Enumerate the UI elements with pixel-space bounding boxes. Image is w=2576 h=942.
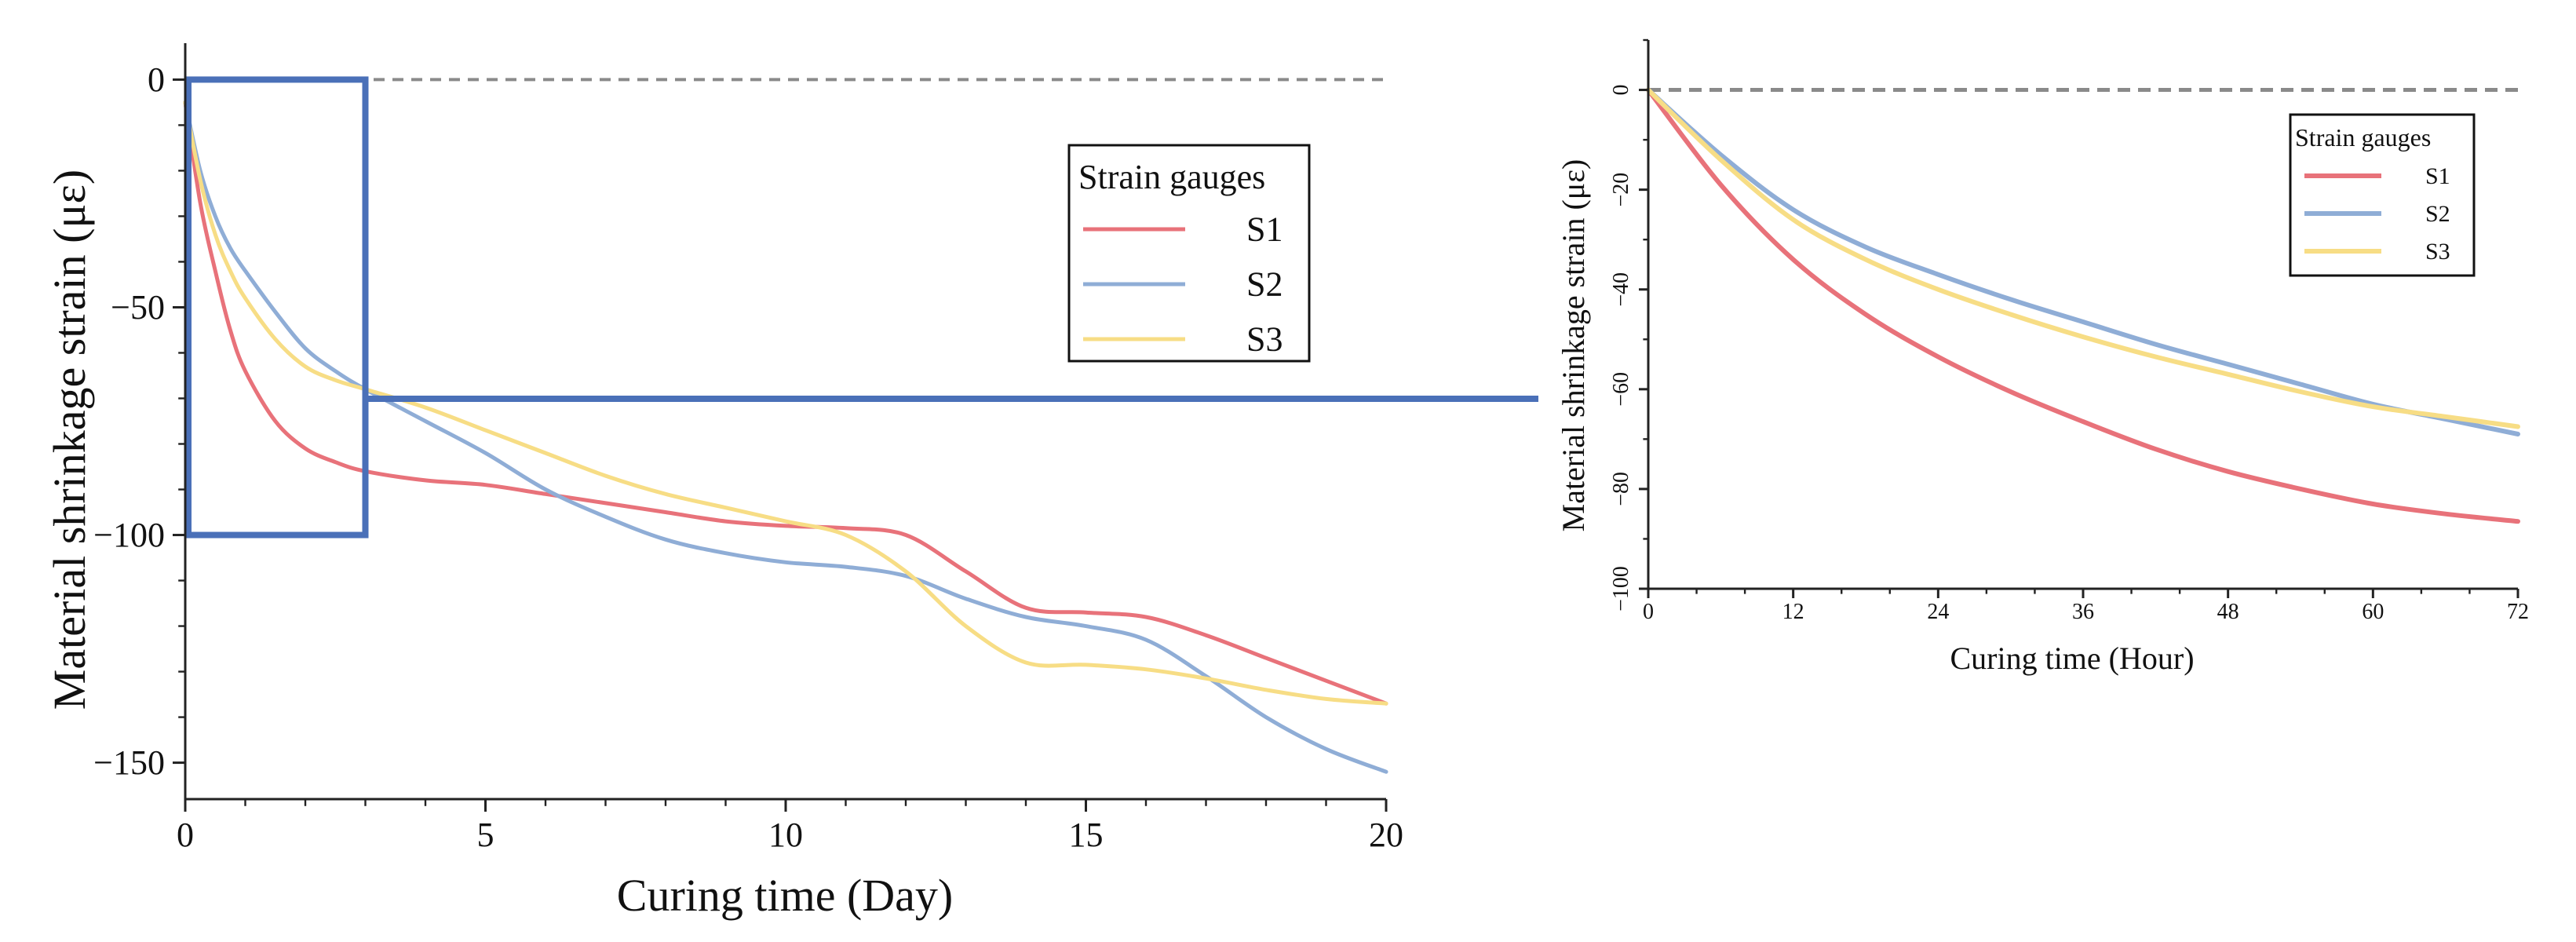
zoom-box	[185, 76, 369, 539]
inset-legend-label-s1: S1	[2425, 163, 2450, 189]
inset-y-axis-label: Material shrinkage strain (με)	[1556, 159, 1591, 532]
main-y-axis-label: Material shrinkage strain (με)	[44, 170, 95, 710]
inset-y-tick-label: −40	[1609, 272, 1633, 307]
main-x-axis-label: Curing time (Day)	[617, 870, 953, 921]
inset-plot-area	[1646, 87, 2520, 524]
main-plot-area	[183, 76, 1388, 774]
inset-x-tick-label: 36	[2072, 600, 2094, 624]
main-chart: 0 5 10 15 20 0 −50 −100 −150 Curing time (Day) M…	[44, 43, 1403, 921]
inset-series-line-s2	[1646, 87, 2520, 436]
inset-series-line-s3	[1646, 87, 2520, 429]
main-series-line-s2	[183, 100, 1388, 774]
inset-x-tick-label: 48	[2217, 600, 2239, 624]
inset-legend-title: Strain gauges	[2295, 123, 2431, 152]
main-series-line-s3	[183, 100, 1388, 706]
main-y-tick-label: 0	[148, 60, 165, 99]
inset-x-tick-label: 60	[2362, 600, 2384, 624]
main-x-tick-label: 0	[177, 816, 194, 854]
inset-x-axis-label: Curing time (Hour)	[1950, 641, 2194, 676]
main-y-tick-label: −50	[111, 288, 165, 327]
main-legend-label-s1: S1	[1246, 210, 1283, 249]
inset-legend-label-s2: S2	[2425, 201, 2450, 227]
main-x-tick-label: 10	[768, 816, 803, 854]
main-x-tick-label: 20	[1369, 816, 1403, 854]
inset-y-tick-label: −100	[1609, 566, 1633, 612]
inset-y-tick-label: −20	[1609, 173, 1633, 207]
inset-x-tick-label: 72	[2507, 600, 2529, 624]
inset-legend: Strain gauges S1 S2 S3	[2289, 113, 2476, 277]
main-series-line-s1	[183, 100, 1388, 706]
inset-axes: 0 12 24 36 48 60 72 0 −20 −40 −60 −80 −100	[1609, 38, 2529, 624]
inset-x-tick-label: 24	[1927, 600, 1949, 624]
main-legend-label-s2: S2	[1246, 265, 1283, 304]
main-legend-title: Strain gauges	[1078, 158, 1265, 196]
main-y-tick-label: −150	[93, 743, 165, 782]
inset-chart: 0 12 24 36 48 60 72 0 −20 −40 −60 −80 −100 Curing ti…	[1538, 33, 2560, 683]
main-y-tick-label: −100	[93, 516, 165, 554]
inset-y-tick-label: 0	[1609, 85, 1633, 96]
main-x-tick-label: 5	[477, 816, 494, 854]
inset-legend-label-s3: S3	[2425, 239, 2450, 265]
inset-legend-items: S1 S2 S3	[2304, 163, 2450, 265]
main-legend-label-s3: S3	[1246, 320, 1283, 359]
inset-y-tick-label: −80	[1609, 472, 1633, 506]
inset-legend-box	[2289, 113, 2476, 277]
inset-x-tick-label: 12	[1782, 600, 1804, 624]
main-legend-items: S1 S2 S3	[1083, 210, 1283, 359]
inset-x-tick-label: 0	[1643, 600, 1654, 624]
main-x-tick-label: 15	[1069, 816, 1104, 854]
main-legend: Strain gauges S1 S2 S3	[1067, 144, 1311, 363]
inset-series-line-s1	[1646, 87, 2520, 524]
main-legend-box	[1067, 144, 1311, 363]
inset-y-tick-label: −60	[1609, 372, 1633, 407]
main-axes: 0 5 10 15 20 0 −50 −100 −150	[93, 43, 1403, 854]
